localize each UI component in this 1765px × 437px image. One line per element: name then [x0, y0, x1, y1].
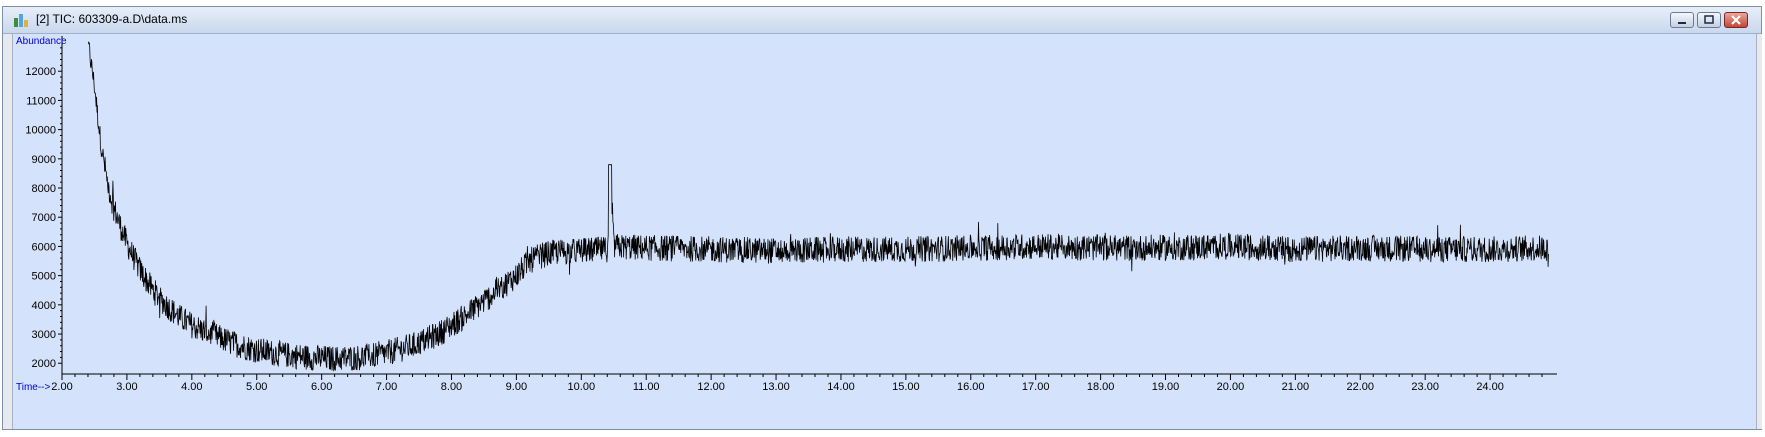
y-tick-label: 6000 — [32, 241, 56, 253]
x-tick-label: 2.00 — [51, 381, 72, 393]
x-tick-label: 9.00 — [506, 381, 527, 393]
app-icon — [14, 14, 28, 27]
x-tick-label: 22.00 — [1346, 381, 1374, 393]
tic-trace-line — [88, 41, 1549, 372]
window-title: [2] TIC: 603309-a.D\data.ms — [36, 12, 188, 26]
x-tick-label: 14.00 — [827, 381, 855, 393]
minimize-button[interactable] — [1670, 12, 1694, 28]
chromatogram-plot-area[interactable]: 2000 3000 4000 5000 6000 7000 8000 9000 10000 110… — [3, 34, 1761, 429]
chromatogram-chart[interactable]: 2000 3000 4000 5000 6000 7000 8000 9000 10000 110… — [3, 34, 1761, 429]
x-tick-label: 3.00 — [116, 381, 137, 393]
y-tick-label: 3000 — [32, 329, 56, 341]
y-tick-label: 11000 — [26, 95, 56, 107]
maximize-button[interactable] — [1697, 12, 1721, 28]
x-tick-label: 4.00 — [181, 381, 202, 393]
tic-trace — [88, 41, 1549, 372]
close-icon — [1731, 15, 1741, 25]
x-tick-label: 13.00 — [762, 381, 790, 393]
x-tick-label: 10.00 — [568, 381, 596, 393]
x-tick-label: 24.00 — [1476, 381, 1504, 393]
left-scroll-strip — [3, 34, 13, 429]
x-tick-label: 19.00 — [1152, 381, 1180, 393]
x-tick-label: 16.00 — [957, 381, 985, 393]
x-tick-label: 8.00 — [441, 381, 462, 393]
right-scroll-strip — [1756, 34, 1762, 429]
x-tick-label: 11.00 — [633, 381, 660, 393]
x-tick-label: 15.00 — [892, 381, 920, 393]
x-tick-label: 21.00 — [1282, 381, 1310, 393]
y-axis-label: Abundance — [16, 36, 67, 47]
x-axis-label: Time--> — [16, 382, 51, 393]
y-tick-label: 7000 — [32, 212, 56, 224]
x-tick-label: 12.00 — [697, 381, 725, 393]
y-tick-label: 10000 — [25, 125, 56, 137]
minimize-icon — [1678, 22, 1686, 24]
close-button[interactable] — [1724, 12, 1748, 28]
x-tick-label: 23.00 — [1411, 381, 1439, 393]
chart-axes: 2000 3000 4000 5000 6000 7000 8000 9000 10000 110… — [25, 36, 1557, 393]
maximize-icon — [1704, 15, 1714, 24]
x-tick-label: 6.00 — [311, 381, 332, 393]
chromatogram-window[interactable]: [2] TIC: 603309-a.D\data.ms 2000 3000 4000… — [2, 6, 1762, 430]
x-tick-label: 17.00 — [1022, 381, 1050, 393]
y-tick-label: 9000 — [32, 154, 56, 166]
x-tick-label: 18.00 — [1087, 381, 1115, 393]
y-tick-label: 2000 — [32, 358, 56, 370]
y-tick-label: 4000 — [32, 300, 56, 312]
x-tick-label: 7.00 — [376, 381, 397, 393]
title-bar[interactable]: [2] TIC: 603309-a.D\data.ms — [3, 7, 1761, 34]
x-tick-label: 5.00 — [246, 381, 267, 393]
y-tick-label: 12000 — [25, 66, 56, 78]
y-tick-label: 8000 — [32, 183, 56, 195]
x-tick-label: 20.00 — [1217, 381, 1245, 393]
y-tick-label: 5000 — [32, 271, 56, 283]
